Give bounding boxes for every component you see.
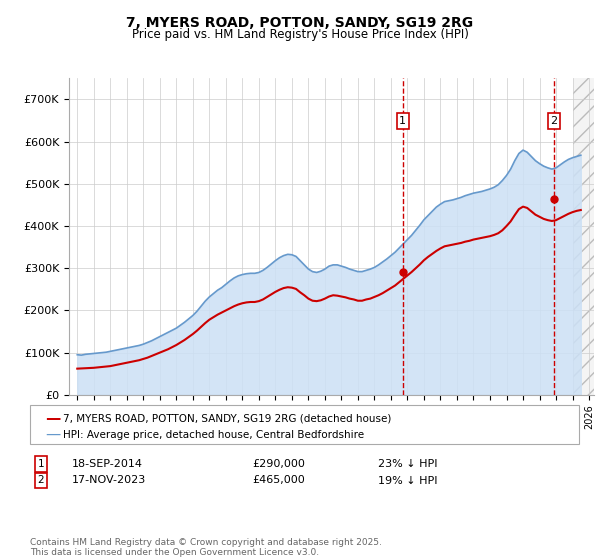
Text: 7, MYERS ROAD, POTTON, SANDY, SG19 2RG (detached house): 7, MYERS ROAD, POTTON, SANDY, SG19 2RG (… xyxy=(63,414,391,424)
Text: £465,000: £465,000 xyxy=(252,475,305,486)
Text: 1: 1 xyxy=(400,116,406,126)
Text: —: — xyxy=(45,427,60,442)
Text: 17-NOV-2023: 17-NOV-2023 xyxy=(72,475,146,486)
Text: HPI: Average price, detached house, Central Bedfordshire: HPI: Average price, detached house, Cent… xyxy=(63,430,364,440)
Text: 2: 2 xyxy=(37,475,44,486)
Text: 23% ↓ HPI: 23% ↓ HPI xyxy=(378,459,437,469)
Text: 19% ↓ HPI: 19% ↓ HPI xyxy=(378,475,437,486)
Bar xyxy=(572,78,594,395)
Text: —: — xyxy=(45,412,61,426)
Text: 7, MYERS ROAD, POTTON, SANDY, SG19 2RG: 7, MYERS ROAD, POTTON, SANDY, SG19 2RG xyxy=(127,16,473,30)
Text: 1: 1 xyxy=(37,459,44,469)
Text: 2: 2 xyxy=(550,116,557,126)
Text: Contains HM Land Registry data © Crown copyright and database right 2025.
This d: Contains HM Land Registry data © Crown c… xyxy=(30,538,382,557)
Text: £290,000: £290,000 xyxy=(252,459,305,469)
Text: Price paid vs. HM Land Registry's House Price Index (HPI): Price paid vs. HM Land Registry's House … xyxy=(131,28,469,41)
Text: 18-SEP-2014: 18-SEP-2014 xyxy=(72,459,143,469)
